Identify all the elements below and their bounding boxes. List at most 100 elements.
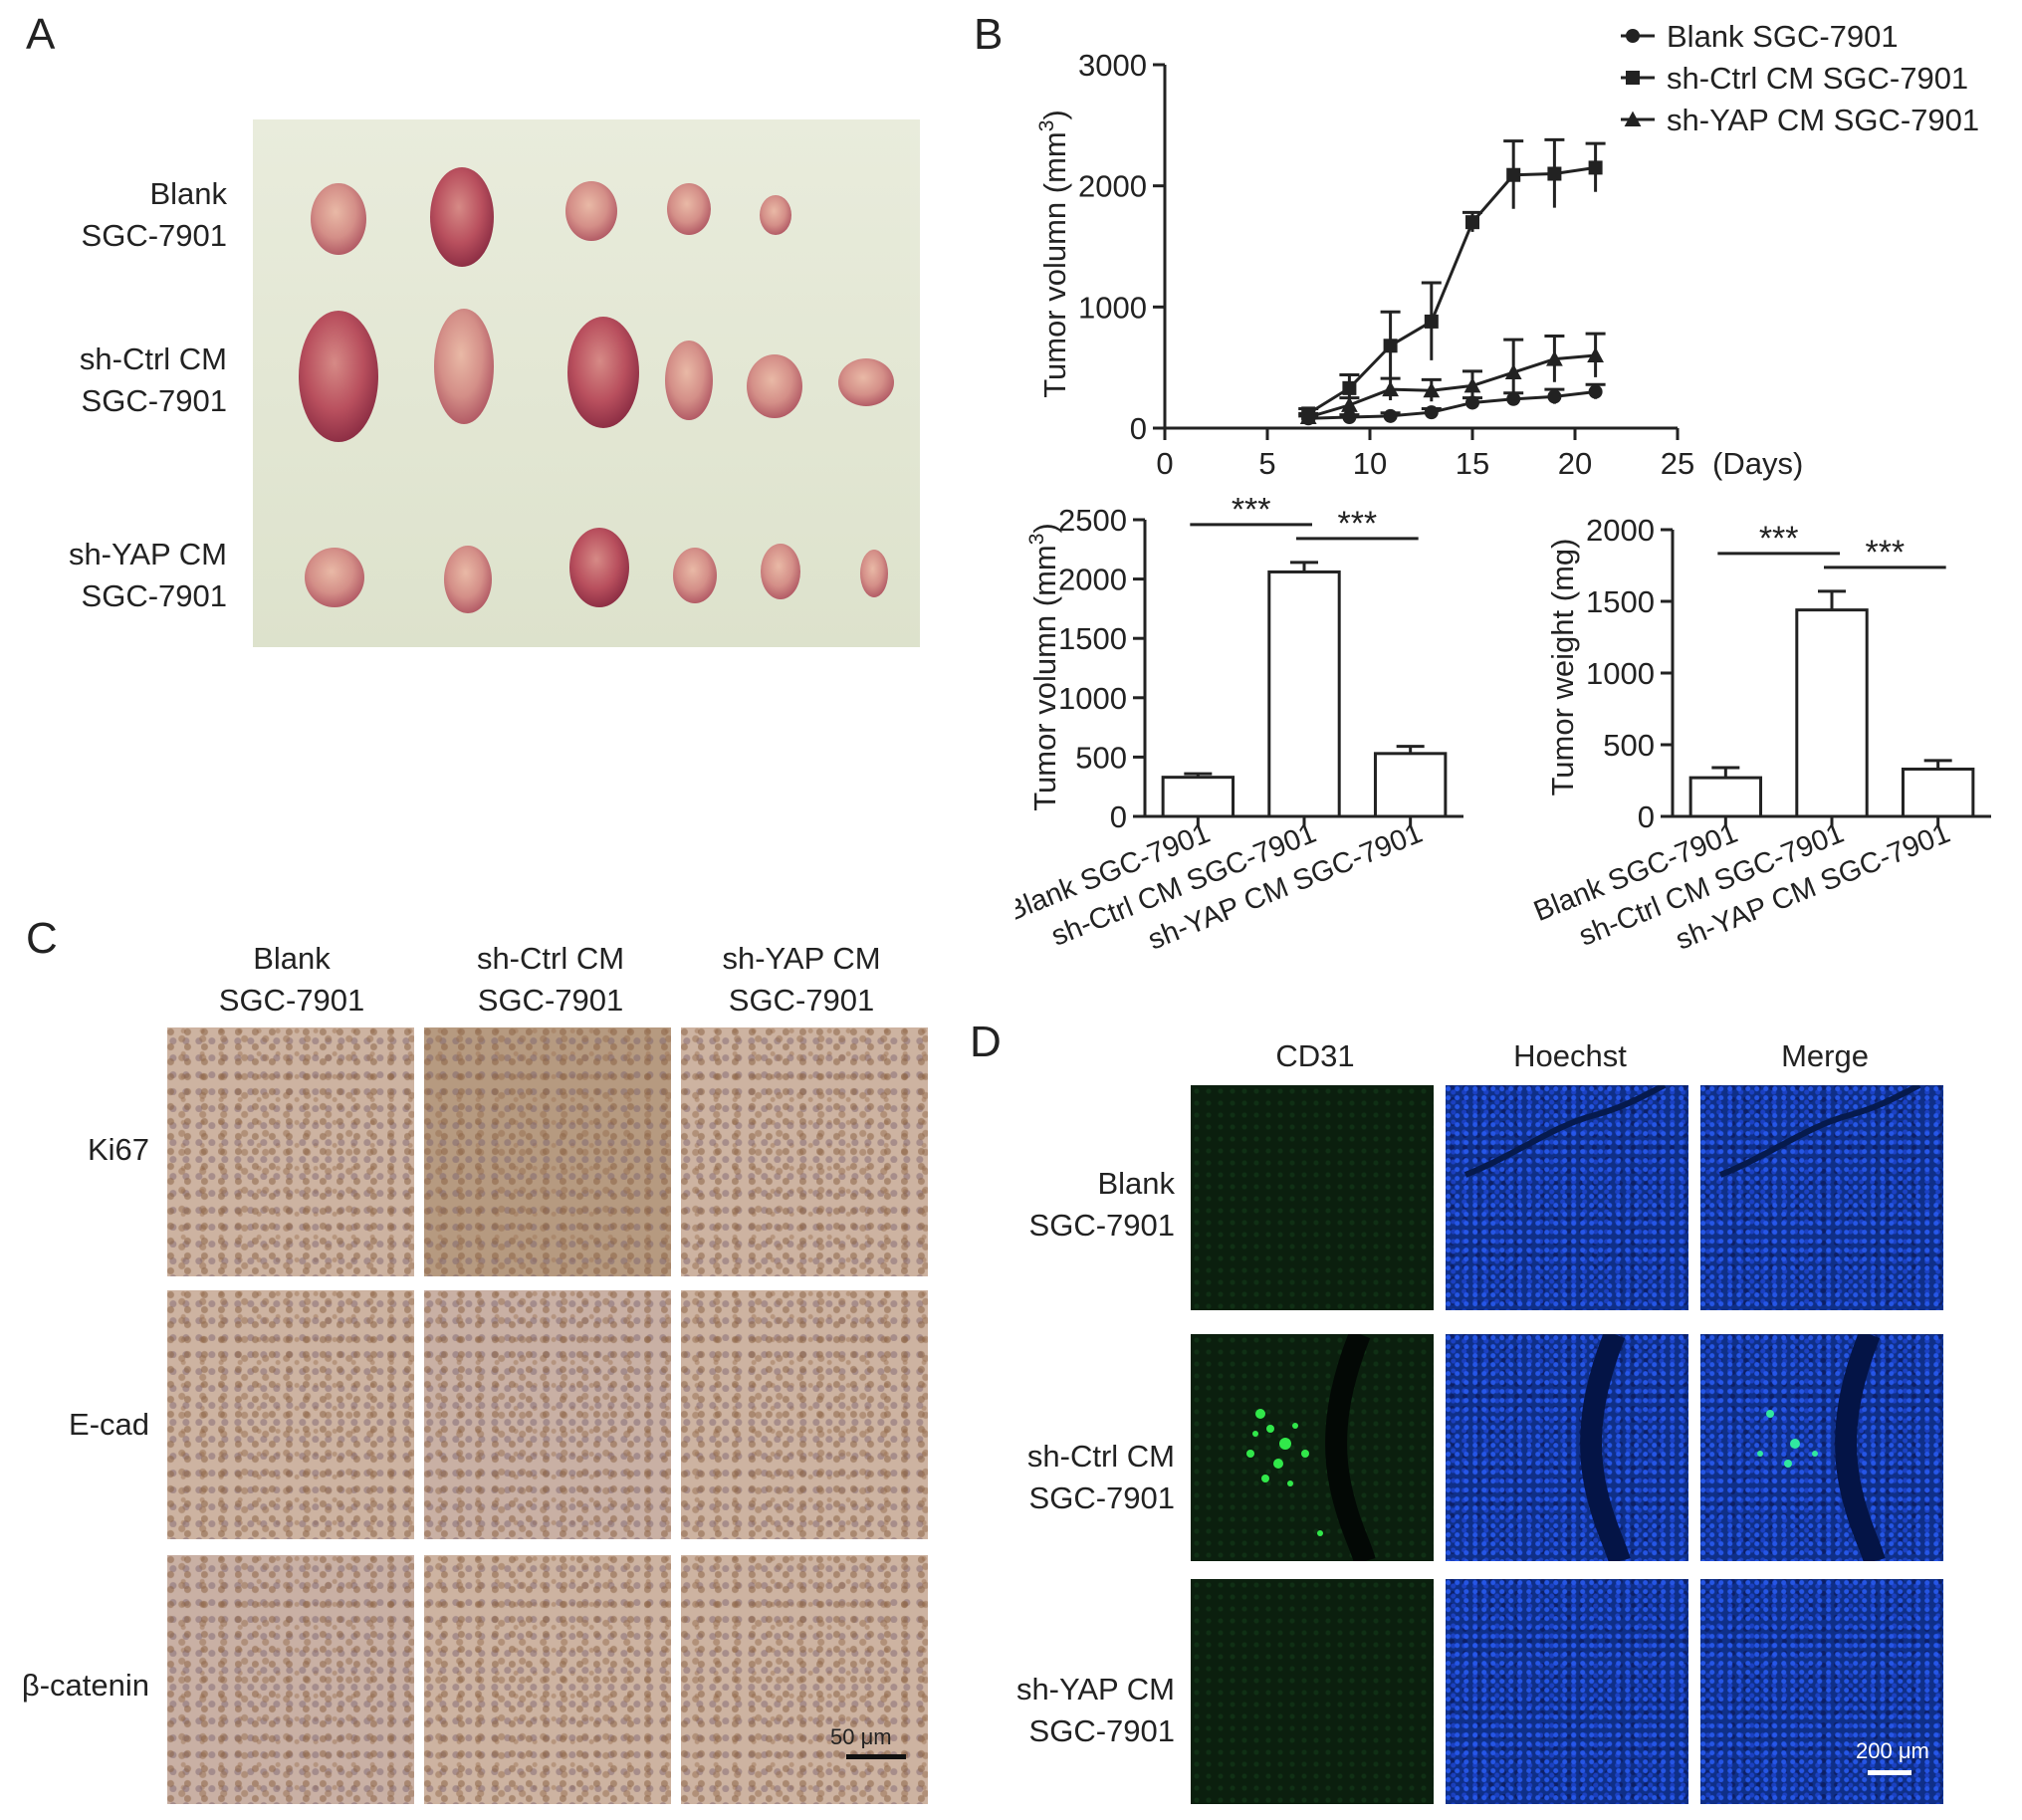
data-point xyxy=(1383,408,1398,423)
y-tick-label: 0 xyxy=(1110,799,1127,834)
panel-d-row-label-line: SGC-7901 xyxy=(1028,1208,1175,1243)
tumor-specimen xyxy=(860,550,888,597)
significance-label: *** xyxy=(1337,505,1377,543)
series-line xyxy=(1307,353,1596,419)
panel-d-row-label-shctrl: sh-Ctrl CM SGC-7901 xyxy=(956,1436,1175,1519)
fluo-image-merge-shyap: 200 μm xyxy=(1700,1579,1943,1804)
ylabel-text: Tumor volumn (mm xyxy=(1037,131,1072,398)
scale-bar-200um xyxy=(1868,1770,1911,1775)
fluo-image-hoechst-blank xyxy=(1446,1085,1688,1310)
data-point xyxy=(1547,166,1562,181)
tumor-specimen xyxy=(305,548,364,607)
x-tick-label: 10 xyxy=(1353,446,1387,481)
panel-a-row-label-shyap: sh-YAP CM SGC-7901 xyxy=(20,534,227,617)
merge-signal xyxy=(1757,1334,1886,1561)
scale-bar-50um xyxy=(846,1754,906,1759)
panel-letter-b: B xyxy=(974,10,1004,59)
cd31-positive-cells xyxy=(1246,1409,1323,1536)
tissue-fissure-path xyxy=(1718,1085,1921,1178)
bar xyxy=(1373,752,1448,818)
growth-curve-y-axis-label: Tumor volumn (mm3) xyxy=(1035,110,1072,398)
bar xyxy=(1901,767,1975,818)
panel-a-row-label-line: SGC-7901 xyxy=(81,578,227,613)
significance-label: *** xyxy=(1232,498,1271,529)
bar xyxy=(1688,776,1763,818)
panel-letter-d: D xyxy=(970,1018,1002,1066)
ylabel-superscript: 3 xyxy=(1025,534,1048,546)
legend-label: sh-Ctrl CM SGC-7901 xyxy=(1667,61,1968,96)
legend-marker xyxy=(1626,29,1640,43)
legend-label: sh-YAP CM SGC-7901 xyxy=(1667,103,1979,137)
x-tick-label: 15 xyxy=(1456,446,1489,481)
tumor-specimen xyxy=(667,183,711,235)
fluo-image-cd31-blank xyxy=(1191,1085,1434,1310)
bar xyxy=(1795,608,1869,818)
ylabel-close: ) xyxy=(1037,110,1072,119)
tumor-weight-y-axis-label: Tumor weight (mg) xyxy=(1545,539,1580,796)
column-header-line: Blank xyxy=(253,941,331,976)
cd31-signal xyxy=(1246,1334,1376,1561)
y-tick-label: 2000 xyxy=(1078,169,1147,204)
tumor-specimen xyxy=(838,358,894,406)
panel-letter-a: A xyxy=(26,10,56,59)
ihc-image-bcatenin-blank xyxy=(167,1555,414,1804)
tumor-specimen xyxy=(299,311,378,442)
panel-d-row-label-shyap: sh-YAP CM SGC-7901 xyxy=(956,1669,1175,1752)
panel-d-row-label-line: sh-Ctrl CM xyxy=(1026,1439,1175,1474)
panel-c-row-label-ki67: Ki67 xyxy=(87,1132,149,1167)
tumor-specimen xyxy=(565,181,617,241)
ylabel-superscript: 3 xyxy=(1035,120,1058,132)
panel-a-row-label-line: SGC-7901 xyxy=(81,383,227,418)
growth-curve-x-unit: (Days) xyxy=(1712,446,1803,481)
panel-c-row-label-bcatenin: β-catenin xyxy=(21,1668,149,1703)
panel-d-row-label-line: SGC-7901 xyxy=(1028,1480,1175,1515)
panel-a-row-label-shctrl: sh-Ctrl CM SGC-7901 xyxy=(20,339,227,422)
data-point xyxy=(1588,384,1603,399)
y-tick-label: 2000 xyxy=(1058,563,1127,597)
panel-c-column-header: sh-YAP CM SGC-7901 xyxy=(677,938,926,1022)
column-header-line: sh-YAP CM xyxy=(722,941,881,976)
growth-curve-chart: 0 1000 2000 3000 0 5 10 15 20 25 Tumor volumn (mm… xyxy=(1035,19,1979,481)
merge-positive-cells xyxy=(1757,1410,1818,1468)
scale-bar-label-50um: 50 μm xyxy=(830,1724,892,1749)
tumor-specimen xyxy=(665,341,713,420)
ihc-image-ki67-shyap xyxy=(681,1027,928,1276)
ihc-image-ecad-blank xyxy=(167,1290,414,1539)
y-tick-label: 3000 xyxy=(1078,48,1147,83)
series-1 xyxy=(1298,137,1606,421)
x-tick-label: 0 xyxy=(1156,446,1173,481)
fluo-image-cd31-shyap xyxy=(1191,1579,1434,1804)
y-tick-label: 500 xyxy=(1075,740,1127,775)
y-tick-label: 500 xyxy=(1603,728,1655,763)
panel-d-column-header-hoechst: Hoechst xyxy=(1513,1038,1627,1073)
panel-a-row-label-line: SGC-7901 xyxy=(81,218,227,253)
column-header-line: SGC-7901 xyxy=(728,983,875,1018)
legend-marker xyxy=(1624,111,1642,126)
legend-marker xyxy=(1626,71,1640,85)
data-point xyxy=(1588,160,1603,175)
column-header-line: SGC-7901 xyxy=(477,983,624,1018)
panel-a-row-label-blank: Blank SGC-7901 xyxy=(20,173,227,257)
data-point xyxy=(1342,410,1357,425)
vessel-lumen-path xyxy=(1835,1334,1886,1561)
ylabel-text: Tumor volumn (mm xyxy=(1027,545,1062,811)
y-tick-label: 2500 xyxy=(1058,503,1127,538)
y-tick-label: 1000 xyxy=(1078,290,1147,325)
panel-a-row-label-line: Blank xyxy=(149,176,227,211)
y-tick-label: 1000 xyxy=(1586,656,1655,691)
ihc-image-ki67-shctrl xyxy=(424,1027,671,1276)
vessel-lumen xyxy=(1580,1334,1631,1561)
x-tick-label: 5 xyxy=(1258,446,1275,481)
data-point xyxy=(1504,363,1522,380)
fluo-image-hoechst-shctrl xyxy=(1446,1334,1688,1561)
series-2 xyxy=(1298,332,1606,425)
panel-d-row-label-line: Blank xyxy=(1097,1166,1175,1201)
ylabel-close: ) xyxy=(1027,523,1062,533)
tissue-fissure-path xyxy=(1463,1085,1667,1178)
panel-letter-c: C xyxy=(26,914,58,963)
ihc-image-ecad-shyap xyxy=(681,1290,928,1539)
y-tick-label: 0 xyxy=(1130,411,1147,446)
